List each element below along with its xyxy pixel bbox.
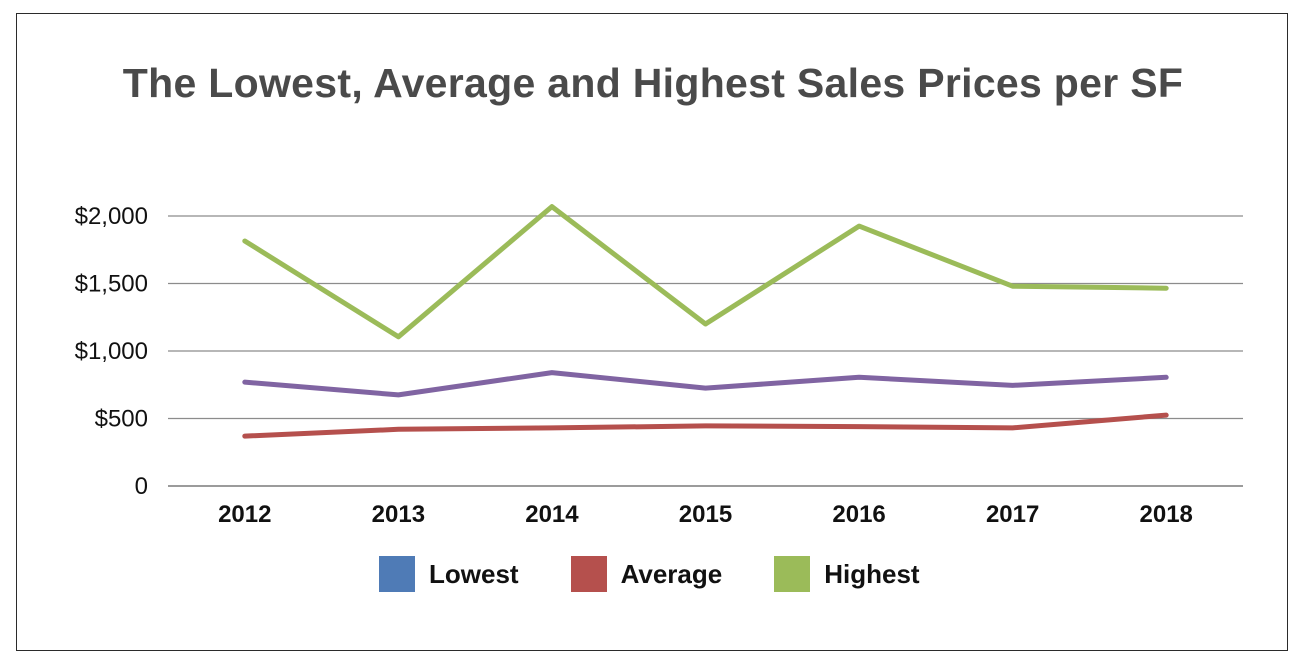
y-tick-label: $500: [95, 406, 148, 433]
chart-frame: [16, 13, 1288, 651]
series-lines: [242, 204, 1169, 439]
legend-label-average: Average: [620, 558, 723, 589]
series-line-lowest: [242, 370, 1169, 398]
x-tick-label: 2013: [372, 501, 425, 528]
chart-legend: Lowest Average Highest: [379, 556, 972, 592]
legend-swatch-highest: [774, 556, 811, 592]
y-axis-ticks: 0 $500 $1,000 $1,500 $2,000: [75, 203, 148, 500]
legend-item-average: Average: [570, 556, 723, 592]
chart-title: The Lowest, Average and Highest Sales Pr…: [122, 60, 1184, 106]
x-tick-label: 2012: [218, 501, 271, 528]
legend-label-highest: Highest: [824, 558, 920, 589]
x-tick-label: 2015: [679, 501, 732, 528]
series-line-average: [242, 412, 1169, 439]
x-tick-label: 2016: [832, 501, 885, 528]
legend-item-lowest: Lowest: [379, 556, 519, 592]
legend-item-highest: Highest: [774, 556, 920, 592]
legend-swatch-lowest: [379, 556, 415, 592]
grid-lines: [168, 215, 1243, 487]
y-tick-label: $1,500: [75, 271, 148, 298]
x-tick-label: 2014: [525, 501, 579, 528]
legend-label-lowest: Lowest: [429, 558, 519, 589]
x-tick-label: 2017: [986, 501, 1039, 528]
series-line-highest: [242, 204, 1169, 340]
y-tick-label: $2,000: [75, 203, 148, 230]
x-tick-label: 2018: [1140, 501, 1193, 528]
y-tick-label: $1,000: [75, 338, 148, 365]
x-axis-ticks: 2012 2013 2014 2015 2016 2017 2018: [218, 501, 1193, 528]
y-tick-label: 0: [135, 473, 148, 500]
legend-swatch-average: [570, 556, 607, 592]
